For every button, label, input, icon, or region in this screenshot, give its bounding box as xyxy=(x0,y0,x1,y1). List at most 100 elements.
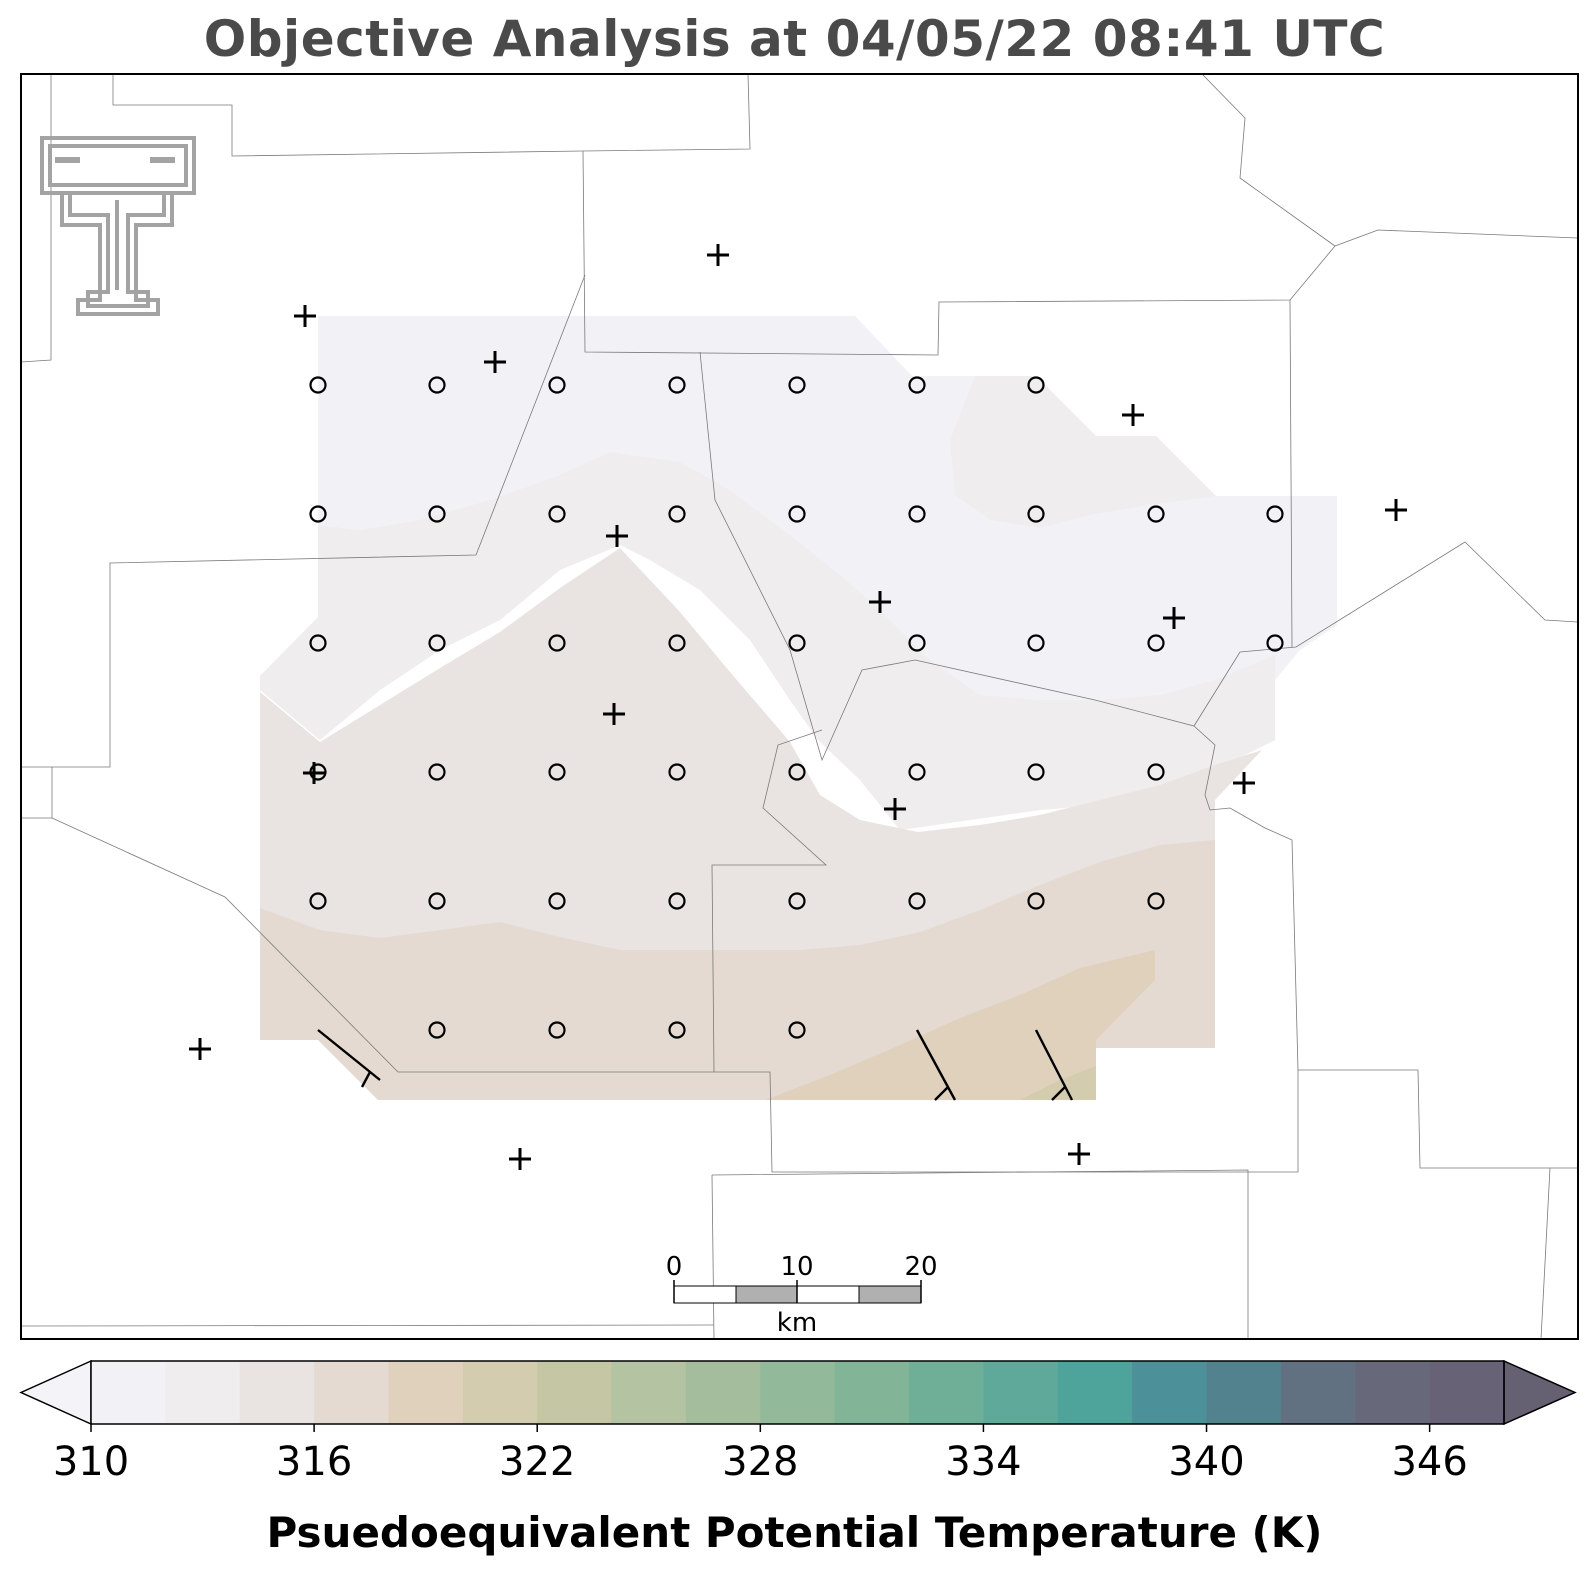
grid-point xyxy=(309,376,327,394)
grid-point xyxy=(548,1021,566,1039)
colorbar-tick-label: 346 xyxy=(1391,1439,1467,1485)
grid-point xyxy=(668,634,686,652)
grid-point xyxy=(908,505,926,523)
grid-point xyxy=(1266,505,1284,523)
colorbar: 310 316 322 328 334 340 346 xyxy=(19,1359,1577,1485)
grid-point xyxy=(548,376,566,394)
colorbar-underflow-arrow xyxy=(19,1359,92,1426)
colorbar-swatch xyxy=(239,1361,315,1424)
grid-point xyxy=(548,634,566,652)
wind-barbs xyxy=(317,1029,1074,1101)
scale-bar: 0 10 20 km xyxy=(666,1252,938,1338)
station-marker xyxy=(509,1148,531,1170)
scale-label-20: 20 xyxy=(904,1252,937,1282)
colorbar-swatch xyxy=(165,1361,241,1424)
grid-point xyxy=(428,634,446,652)
grid-point xyxy=(309,505,327,523)
station-markers xyxy=(189,244,1407,1170)
colorbar-swatch xyxy=(537,1361,613,1424)
grid-point xyxy=(788,892,806,910)
grid-point xyxy=(428,376,446,394)
theta-e-filled-contours xyxy=(260,316,1337,1100)
station-marker xyxy=(603,703,625,725)
colorbar-tick-label: 334 xyxy=(945,1439,1021,1485)
grid-point xyxy=(668,376,686,394)
wind-barb xyxy=(317,1029,381,1088)
grid-point xyxy=(908,634,926,652)
colorbar-tick-label: 340 xyxy=(1168,1439,1244,1485)
station-marker xyxy=(484,351,506,373)
grid-point xyxy=(668,763,686,781)
colorbar-swatch xyxy=(91,1361,166,1424)
station-marker xyxy=(303,762,325,784)
grid-point xyxy=(668,892,686,910)
county-boundaries xyxy=(21,74,1578,1339)
contour-fill-warmer xyxy=(765,950,1155,1100)
contour-fill-low-b xyxy=(950,376,1216,528)
colorbar-tick-label: 310 xyxy=(53,1439,129,1485)
grid-point xyxy=(1027,892,1045,910)
colorbar-swatch xyxy=(1429,1361,1505,1424)
grid-point xyxy=(1027,505,1045,523)
station-marker xyxy=(884,798,906,820)
scale-label-0: 0 xyxy=(666,1252,683,1282)
grid-point xyxy=(1147,892,1165,910)
grid-point xyxy=(908,892,926,910)
grid-point xyxy=(548,505,566,523)
station-marker xyxy=(1233,772,1255,794)
colorbar-overflow-arrow xyxy=(1503,1359,1577,1426)
colorbar-label: Psuedoequivalent Potential Temperature (… xyxy=(266,1508,1323,1557)
grid-point xyxy=(1027,376,1045,394)
grid-point xyxy=(908,763,926,781)
grid-point xyxy=(548,763,566,781)
station-marker xyxy=(1122,404,1144,426)
colorbar-swatch xyxy=(611,1361,687,1424)
colorbar-swatch xyxy=(983,1361,1059,1424)
map-title: Objective Analysis at 04/05/22 08:41 UTC xyxy=(203,10,1386,68)
grid-point xyxy=(788,763,806,781)
colorbar-swatch xyxy=(685,1361,761,1424)
station-marker xyxy=(1385,499,1407,521)
scale-label-10: 10 xyxy=(780,1252,813,1282)
grid-point xyxy=(788,505,806,523)
colorbar-swatch xyxy=(909,1361,984,1424)
grid-point xyxy=(1266,634,1284,652)
grid-point xyxy=(309,892,327,910)
grid-point xyxy=(788,634,806,652)
colorbar-swatch xyxy=(834,1361,910,1424)
map-frame xyxy=(20,73,1579,1340)
colorbar-swatch xyxy=(462,1361,538,1424)
colorbar-tick-label: 322 xyxy=(499,1439,575,1485)
station-marker xyxy=(606,525,628,547)
colorbar-swatch xyxy=(314,1361,389,1424)
grid-point xyxy=(908,376,926,394)
station-marker xyxy=(189,1038,211,1060)
colorbar-swatch xyxy=(1280,1361,1356,1424)
station-marker xyxy=(294,305,316,327)
grid-point xyxy=(788,1021,806,1039)
contour-fill-low-a xyxy=(260,452,1275,830)
scale-unit: km xyxy=(777,1308,817,1338)
grid-point xyxy=(548,892,566,910)
grid-point xyxy=(428,763,446,781)
grid-point xyxy=(1147,634,1165,652)
analysis-grid-points xyxy=(309,376,1284,1039)
wind-barb xyxy=(1034,1029,1074,1101)
grid-point xyxy=(428,1021,446,1039)
contour-fill-warmest xyxy=(1020,1066,1096,1100)
texas-tech-double-t-logo xyxy=(40,136,196,316)
colorbar-swatch xyxy=(388,1361,464,1424)
colorbar-swatch xyxy=(1206,1361,1282,1424)
colorbar-swatch xyxy=(1057,1361,1133,1424)
grid-point xyxy=(1027,634,1045,652)
grid-point xyxy=(428,892,446,910)
colorbar-tick-label: 328 xyxy=(722,1439,798,1485)
station-marker xyxy=(707,244,729,266)
grid-point xyxy=(309,634,327,652)
grid-point xyxy=(788,376,806,394)
station-marker xyxy=(1163,607,1185,629)
grid-point xyxy=(1027,763,1045,781)
wind-barb xyxy=(915,1029,957,1101)
colorbar-swatch xyxy=(1132,1361,1208,1424)
